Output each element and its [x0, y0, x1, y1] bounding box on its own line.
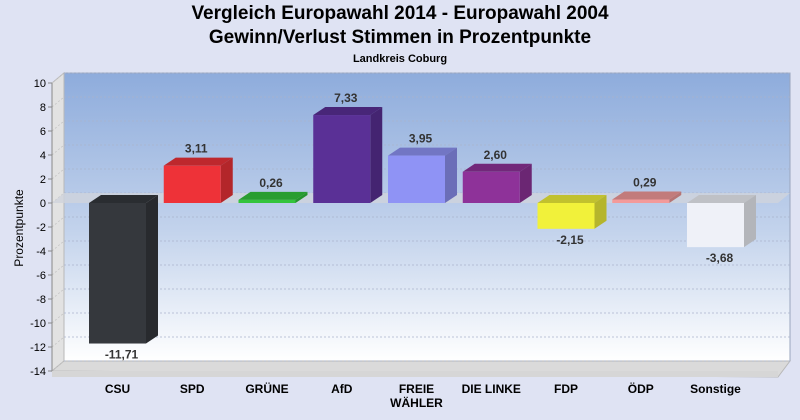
gridline-side — [51, 264, 65, 276]
gridline-side — [51, 288, 65, 300]
bar-die-linke[interactable] — [462, 163, 532, 203]
x-tick-label: Sonstige — [690, 382, 741, 396]
y-tick-label: 2 — [40, 174, 46, 186]
gridline-side — [51, 312, 65, 324]
data-label: 0,29 — [633, 176, 657, 190]
gridline-side — [51, 120, 65, 132]
x-tick-label: GRÜNE — [245, 381, 288, 396]
bar-top — [687, 195, 756, 203]
bar-front — [388, 155, 445, 203]
y-tick-label: 4 — [40, 150, 46, 162]
bar-front — [163, 165, 221, 203]
bar-side — [295, 191, 308, 203]
gridline-side — [51, 216, 65, 228]
gridline-side — [51, 72, 65, 84]
bar-front — [89, 203, 146, 344]
bar-front — [462, 171, 520, 203]
x-tick-label: CSU — [105, 382, 130, 396]
x-tick-label: WÄHLER — [390, 395, 443, 410]
bar-spd[interactable] — [163, 157, 233, 203]
bar-top — [612, 191, 682, 200]
bar-freie-wähler[interactable] — [388, 147, 457, 203]
y-axis: 10 8 6 4 2 0 -2 -4 -6 -8 -10 -12 -14 — [30, 78, 53, 378]
data-label: 7,33 — [334, 91, 358, 105]
data-label: 3,95 — [409, 132, 433, 146]
bar-side — [445, 147, 457, 203]
bar-side — [519, 163, 532, 203]
bar-side — [744, 195, 756, 248]
data-label: -3,68 — [706, 251, 734, 265]
y-axis-label: Prozentpunkte — [12, 189, 26, 267]
y-tick-label: 8 — [40, 102, 46, 114]
bar-side — [594, 195, 607, 229]
floor-edge — [52, 371, 778, 377]
x-tick-label: AfD — [331, 382, 353, 396]
bar-fdp[interactable] — [537, 195, 607, 229]
chart-subtitle: Gewinn/Verlust Stimmen in Prozentpunkte — [208, 27, 592, 48]
left-wall — [51, 71, 65, 373]
bar-sonstige[interactable] — [687, 195, 756, 248]
y-tick-label: -14 — [30, 366, 46, 378]
data-label: -2,15 — [556, 233, 584, 247]
bar-side — [146, 195, 158, 344]
bar-side — [220, 157, 233, 203]
bar-front — [537, 203, 595, 229]
bar-top — [537, 195, 607, 203]
x-tick-label: ÖDP — [628, 381, 654, 396]
gridline-side — [51, 144, 65, 156]
bar-top — [313, 107, 383, 116]
y-tick-label: 6 — [40, 126, 46, 138]
gridline-side — [51, 240, 65, 252]
bar-side — [370, 107, 383, 203]
y-tick-label: 0 — [40, 198, 46, 210]
chart-title: Vergleich Europawahl 2014 - Europawahl 2… — [191, 3, 609, 24]
bar-top — [462, 163, 532, 172]
bar-front — [238, 199, 296, 203]
y-tick-label: -2 — [36, 222, 46, 234]
y-tick-label: -6 — [36, 270, 46, 282]
bar-top — [89, 195, 158, 203]
x-tick-label: SPD — [180, 382, 205, 396]
plot-frame — [50, 71, 791, 378]
y-tick-label: -10 — [30, 318, 46, 330]
chart-region: Landkreis Coburg — [352, 53, 448, 65]
bar-top — [163, 157, 233, 166]
bar-top — [238, 191, 308, 200]
y-tick-label: -12 — [30, 342, 46, 354]
bar-csu[interactable] — [89, 195, 158, 344]
x-tick-label: DIE LINKE — [462, 382, 521, 396]
bar-grüne[interactable] — [238, 191, 308, 203]
y-tick-label: 10 — [34, 78, 46, 90]
bar-front — [612, 199, 670, 203]
bar-front — [687, 203, 744, 248]
data-label: 0,26 — [259, 176, 283, 190]
data-label: 3,11 — [185, 142, 208, 156]
bar-ödp[interactable] — [612, 191, 682, 203]
bar-top — [388, 147, 457, 156]
bars — [89, 107, 756, 344]
gridline-side — [51, 96, 65, 108]
data-labels: -11,71 3,11 0,26 7,33 3,95 2,60 -2,15 0,29 -3,68 — [105, 91, 734, 361]
bar-front — [313, 115, 371, 203]
data-label: 2,60 — [484, 148, 508, 162]
gridline-side — [51, 336, 65, 348]
bar-afd[interactable] — [313, 107, 383, 203]
x-tick-label: FDP — [554, 382, 578, 396]
gridline-side — [51, 168, 65, 180]
bar-side — [669, 191, 682, 203]
x-tick-label: FREIE — [399, 382, 434, 396]
gridline-side — [51, 360, 65, 372]
y-tick-label: -8 — [36, 294, 46, 306]
y-tick-label: -4 — [36, 246, 46, 258]
data-label: -11,71 — [105, 348, 139, 362]
